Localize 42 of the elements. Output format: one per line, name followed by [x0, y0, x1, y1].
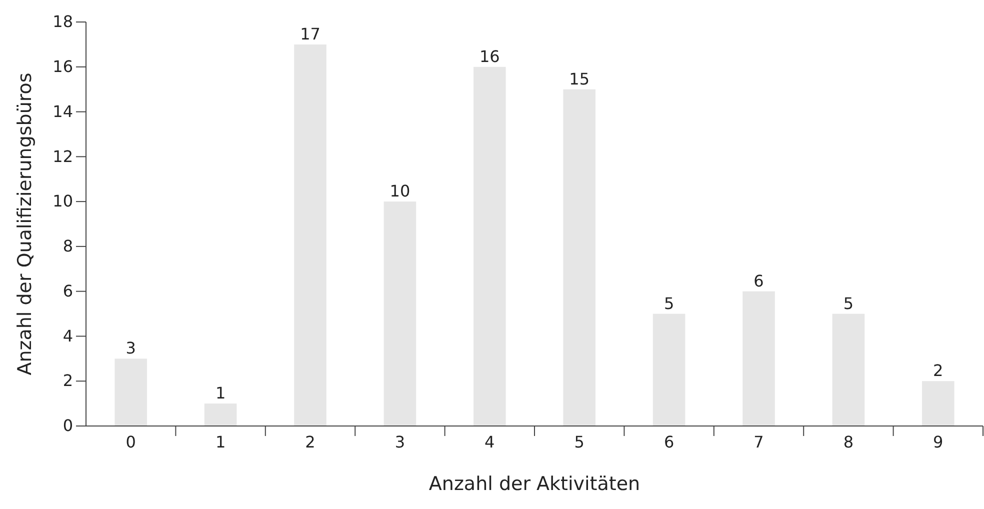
bar: [652, 314, 686, 426]
x-tick-label: 0: [126, 432, 136, 452]
x-tick-label: 2: [305, 432, 316, 452]
x-tick-label: 6: [664, 432, 674, 452]
y-tick-label: 12: [52, 146, 73, 166]
bar: [204, 404, 237, 426]
y-tick-label: 14: [52, 102, 73, 121]
y-axis-title: Anzahl der Qualifizierungsbüros: [14, 72, 36, 376]
data-label: 10: [390, 182, 410, 201]
x-tick-label: 8: [843, 432, 854, 452]
bar: [474, 66, 506, 426]
data-label: 2: [933, 361, 944, 380]
x-tick-label: 4: [484, 432, 495, 452]
data-label: 15: [569, 69, 590, 88]
y-tick-label: 2: [62, 371, 73, 390]
bar: [742, 291, 775, 426]
bar: [384, 202, 416, 426]
y-tick-label: 4: [62, 326, 73, 346]
x-axis-title: Anzahl der Aktivitäten: [428, 473, 640, 495]
bar: [832, 314, 865, 426]
x-tick-label: 3: [394, 432, 406, 452]
y-tick-label: 6: [62, 281, 73, 300]
y-tick-label: 18: [52, 12, 73, 32]
data-label: 5: [843, 294, 854, 313]
data-label: 1: [215, 384, 226, 403]
data-label: 6: [754, 271, 764, 290]
bar: [114, 358, 147, 426]
x-tick-label: 7: [754, 432, 764, 452]
bar: [294, 44, 326, 426]
data-label: 3: [126, 338, 136, 358]
y-tick-label: 8: [62, 236, 73, 256]
data-label: 5: [664, 294, 674, 313]
bar: [922, 381, 954, 426]
y-tick-label: 10: [52, 192, 73, 211]
bar: [563, 89, 596, 426]
data-label: 16: [479, 46, 500, 66]
x-tick-label: 5: [574, 432, 584, 452]
y-tick-label: 16: [52, 57, 73, 76]
data-label: 17: [300, 24, 320, 44]
x-tick-label: 1: [215, 432, 226, 452]
y-tick-label: 0: [62, 416, 73, 436]
x-tick-label: 9: [933, 432, 944, 452]
